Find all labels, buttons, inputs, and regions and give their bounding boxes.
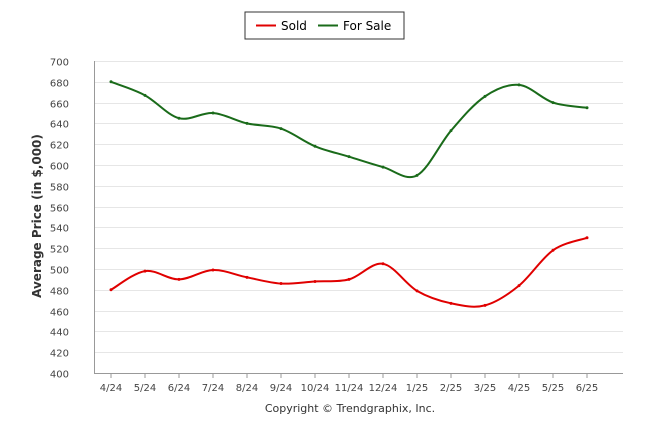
y-tick-label: 660 [50, 100, 69, 111]
data-point-sold[interactable] [109, 288, 113, 292]
data-point-for-sale[interactable] [381, 165, 385, 169]
data-point-sold[interactable] [143, 269, 147, 273]
data-point-for-sale[interactable] [177, 116, 181, 120]
data-point-for-sale[interactable] [313, 144, 317, 148]
data-point-for-sale[interactable] [517, 83, 521, 87]
data-point-for-sale[interactable] [279, 127, 283, 131]
y-tick-label: 420 [50, 349, 69, 360]
x-tick-label: 11/24 [335, 383, 364, 394]
data-point-for-sale[interactable] [143, 93, 147, 97]
data-point-sold[interactable] [585, 236, 589, 240]
y-tick-label: 640 [50, 120, 69, 131]
x-tick-label: 3/25 [474, 383, 496, 394]
y-tick-label: 680 [50, 79, 69, 90]
data-point-for-sale[interactable] [347, 155, 351, 159]
x-tick-label: 6/25 [576, 383, 598, 394]
x-tick-label: 4/25 [508, 383, 530, 394]
data-point-for-sale[interactable] [585, 106, 589, 110]
y-tick-label: 580 [50, 183, 69, 194]
y-tick-label: 460 [50, 308, 69, 319]
x-tick-label: 7/24 [202, 383, 224, 394]
series-line-for-sale[interactable] [110, 80, 588, 179]
data-point-sold[interactable] [279, 282, 283, 286]
data-point-for-sale[interactable] [415, 173, 419, 177]
data-point-sold[interactable] [517, 284, 521, 288]
x-tick-label: 2/25 [440, 383, 462, 394]
gridlines [94, 61, 623, 374]
data-point-sold[interactable] [551, 248, 555, 252]
legend-label-sold[interactable]: Sold [281, 19, 307, 33]
x-tick-label: 9/24 [270, 383, 292, 394]
y-tick-label: 500 [50, 266, 69, 277]
y-tick-label: 540 [50, 224, 69, 235]
data-point-sold[interactable] [177, 277, 181, 281]
data-point-sold[interactable] [313, 279, 317, 283]
x-tick-label: 6/24 [168, 383, 190, 394]
y-tick-label: 560 [50, 204, 69, 215]
data-point-sold[interactable] [245, 275, 249, 279]
data-point-sold[interactable] [381, 262, 385, 266]
x-tick-label: 4/24 [100, 383, 122, 394]
y-tick-label: 620 [50, 141, 69, 152]
y-tick-label: 400 [50, 370, 69, 381]
y-axis-title: Average Price (in $,000) [30, 134, 44, 298]
legend[interactable]: Sold For Sale [244, 11, 405, 40]
data-point-sold[interactable] [483, 303, 487, 307]
axes: 400 420 440 460 480 500 520 540 560 580 600 620 640 6… [50, 58, 623, 394]
y-tick-label: 700 [50, 58, 69, 69]
data-point-for-sale[interactable] [109, 80, 113, 84]
x-tick-label: 5/25 [542, 383, 564, 394]
data-point-sold[interactable] [211, 268, 215, 272]
x-tick-label: 5/24 [134, 383, 156, 394]
legend-label-for-sale[interactable]: For Sale [343, 19, 391, 33]
y-tick-label: 600 [50, 162, 69, 173]
data-point-for-sale[interactable] [245, 121, 249, 125]
x-tick-label: 12/24 [369, 383, 398, 394]
data-point-for-sale[interactable] [551, 101, 555, 105]
data-point-sold[interactable] [449, 301, 453, 305]
data-point-for-sale[interactable] [211, 111, 215, 115]
series-lines [109, 80, 589, 308]
data-point-for-sale[interactable] [483, 94, 487, 98]
data-point-for-sale[interactable] [449, 129, 453, 133]
x-tick-label: 8/24 [236, 383, 258, 394]
y-tick-label: 480 [50, 287, 69, 298]
x-tick-label: 1/25 [406, 383, 428, 394]
data-point-sold[interactable] [347, 277, 351, 281]
x-tick-label: 10/24 [301, 383, 330, 394]
data-point-sold[interactable] [415, 289, 419, 293]
y-tick-label: 520 [50, 245, 69, 256]
copyright-credit: Copyright © Trendgraphix, Inc. [265, 402, 435, 415]
y-tick-label: 440 [50, 328, 69, 339]
